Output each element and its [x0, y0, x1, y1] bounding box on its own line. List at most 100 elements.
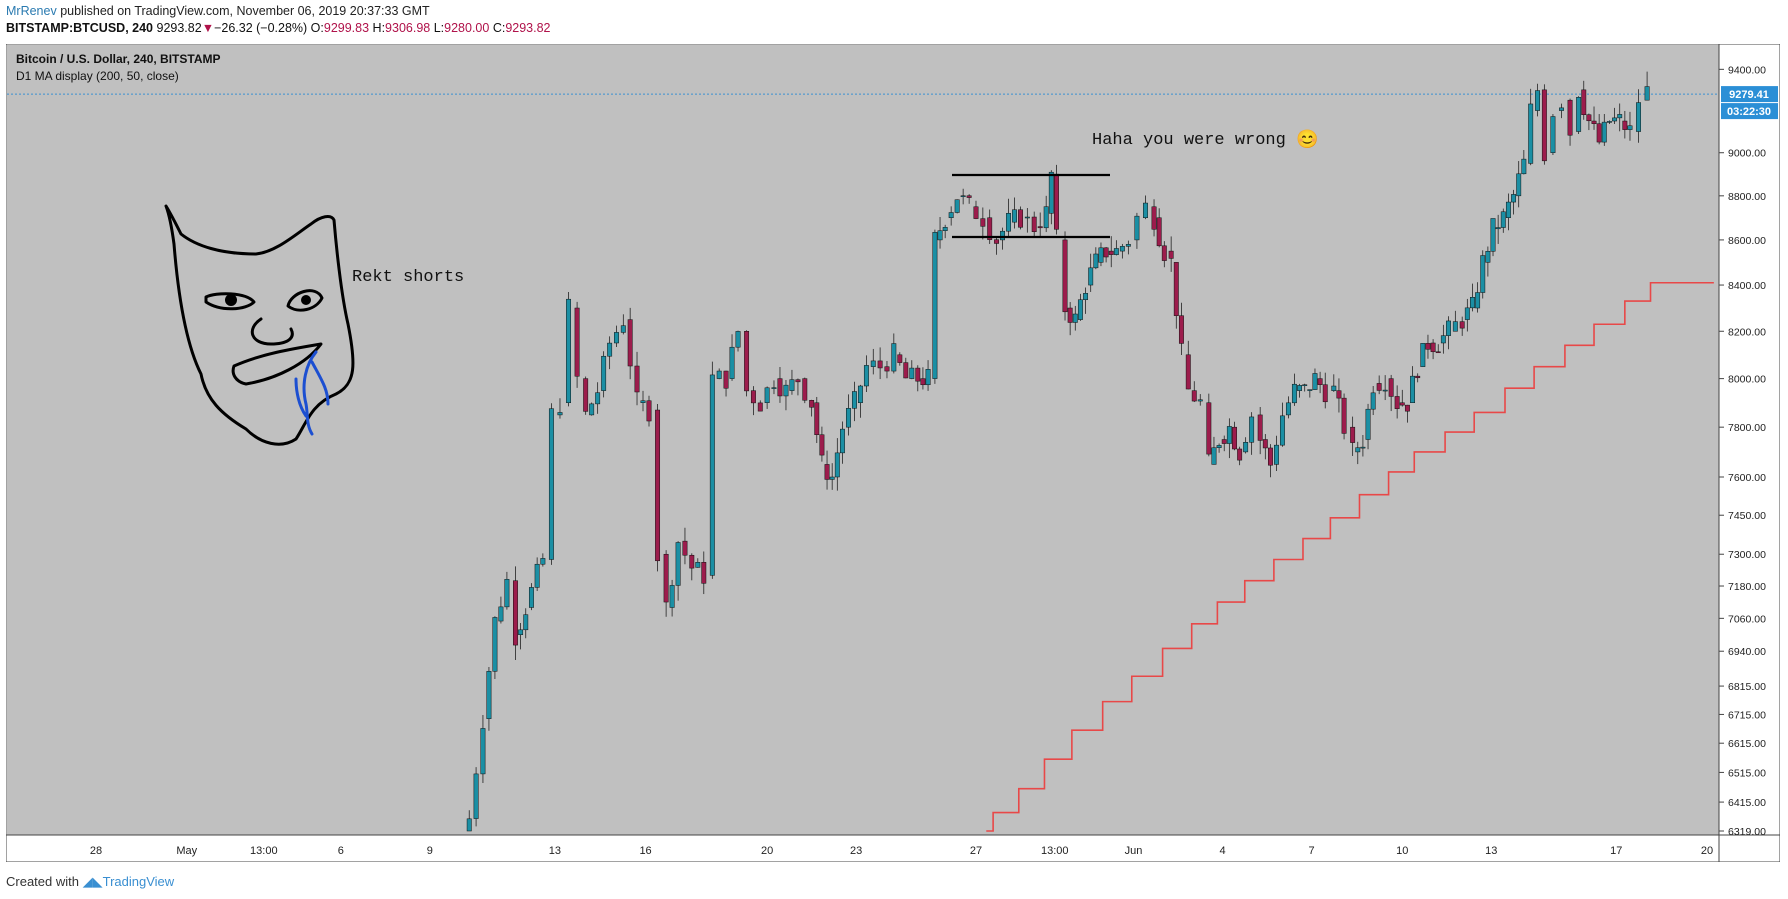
candle-body [954, 199, 960, 213]
price-tick-label: 7600.00 [1728, 472, 1766, 484]
haha-annotation[interactable]: Haha you were wrong [1092, 131, 1286, 150]
chart-title: Bitcoin / U.S. Dollar, 240, BITSTAMP [16, 52, 220, 66]
price-tick-label: 8600.00 [1728, 235, 1766, 247]
candle-body [1249, 416, 1255, 443]
time-axis[interactable]: 28 May 13:00 6 9 13 16 20 23 27 13:00 Jun 4 7 10 13 17 20 [90, 845, 1713, 857]
candle-body [925, 369, 931, 386]
price-tick-label: 8200.00 [1728, 326, 1766, 338]
candle-body [634, 365, 640, 393]
candle-body [1067, 307, 1073, 323]
candle-body [1511, 194, 1517, 203]
candle-body [1322, 384, 1328, 403]
candle-body [528, 587, 534, 608]
candle-body [1500, 211, 1506, 228]
candle-body [735, 331, 741, 348]
candle-body [1012, 209, 1017, 223]
high-value: 9306.98 [385, 21, 431, 35]
doodle-face-icon[interactable] [164, 204, 355, 446]
candle-body [1031, 216, 1037, 232]
candle-body [1197, 399, 1203, 402]
time-tick-label: 28 [90, 845, 102, 857]
candle-body [757, 402, 763, 412]
tradingview-logo-icon[interactable]: ◢◣ [82, 874, 103, 889]
candle-body [1516, 173, 1522, 197]
price-axis[interactable]: 9400.00 9000.00 8800.00 8600.00 8400.00 8200.… [1719, 64, 1766, 838]
candle-body [1475, 292, 1481, 309]
candle-body [948, 212, 954, 218]
price-tick-label: 9000.00 [1728, 148, 1766, 160]
candle-body [1464, 307, 1470, 320]
candle-body [857, 385, 863, 403]
tradingview-brand-link[interactable]: TradingView [102, 874, 175, 889]
candle-body [1037, 226, 1043, 229]
candle-body [504, 579, 510, 608]
candle-body [1440, 335, 1446, 344]
candle-body [877, 360, 883, 369]
candle-body [1125, 244, 1131, 247]
last-price-badge [1721, 86, 1778, 103]
smile-emoji-icon: 😊 [1296, 129, 1318, 149]
price-tick-label: 8400.00 [1728, 280, 1766, 292]
candle-body [851, 391, 857, 409]
candle-body [980, 218, 986, 227]
candle-body [840, 428, 845, 454]
time-tick-label: 13:00 [250, 845, 278, 857]
candle-body [1617, 114, 1623, 119]
rekt-annotation[interactable]: Rekt shorts [352, 268, 464, 287]
candle-body [1370, 392, 1376, 410]
candle-body [1485, 251, 1491, 263]
candle-body [1480, 255, 1486, 293]
candle-body [1420, 343, 1426, 367]
candle-body [466, 818, 472, 832]
price-chart[interactable]: Bitcoin / U.S. Dollar, 240, BITSTAMP D1 … [5, 43, 1781, 863]
candle-body [802, 378, 808, 401]
candle-body [627, 319, 633, 367]
candle-body [1083, 293, 1089, 300]
candle-body [595, 392, 601, 405]
time-tick-label: 6 [338, 845, 344, 857]
price-tick-label: 6940.00 [1728, 646, 1766, 658]
candle-body [1601, 121, 1607, 143]
time-tick-label: 10 [1396, 845, 1408, 857]
candle-body [1490, 218, 1496, 252]
symbol-name: BITSTAMP:BTCUSD, 240 [6, 21, 154, 35]
candle-body [566, 298, 571, 403]
author-link[interactable]: MrRenev [6, 4, 57, 18]
price-tick-label: 6815.00 [1728, 681, 1766, 693]
candle-body [834, 452, 840, 478]
candle-body [1430, 342, 1436, 353]
candle-body [1024, 216, 1030, 219]
time-tick-label: 17 [1610, 845, 1622, 857]
candle-body [932, 232, 938, 379]
candle-body [1559, 107, 1564, 111]
open-value: 9299.83 [323, 21, 370, 35]
footer: Created with ◢◣TradingView [6, 874, 174, 890]
candle-body [1134, 215, 1140, 241]
candle-body [1243, 442, 1249, 453]
down-arrow-icon: ▼ [201, 21, 215, 35]
candle-body [1108, 250, 1114, 255]
price-tick-label: 6515.00 [1728, 767, 1766, 779]
candle-body [1452, 321, 1458, 332]
candle-body [973, 206, 979, 219]
candle-body [1216, 445, 1222, 448]
candle-body [669, 585, 675, 608]
created-with-text: Created with [6, 874, 79, 889]
candle-body [1185, 354, 1191, 390]
candle-body [1151, 206, 1157, 230]
price-tick-label: 6415.00 [1728, 797, 1766, 809]
time-tick-label: 13:00 [1041, 845, 1069, 857]
candle-body [480, 728, 486, 775]
candle-body [1143, 202, 1148, 218]
time-tick-label: 27 [970, 845, 982, 857]
candle-body [1191, 390, 1197, 402]
candle-body [870, 360, 876, 367]
price-tick-label: 7800.00 [1728, 422, 1766, 434]
chart-frame[interactable]: Bitcoin / U.S. Dollar, 240, BITSTAMP D1 … [5, 43, 1781, 863]
candle-body [1535, 90, 1540, 111]
countdown-badge-text: 03:22:30 [1727, 106, 1771, 118]
candle-body [845, 408, 851, 428]
candle-body [1550, 116, 1556, 153]
candle-body [1399, 402, 1405, 406]
candle-body [1285, 402, 1291, 416]
